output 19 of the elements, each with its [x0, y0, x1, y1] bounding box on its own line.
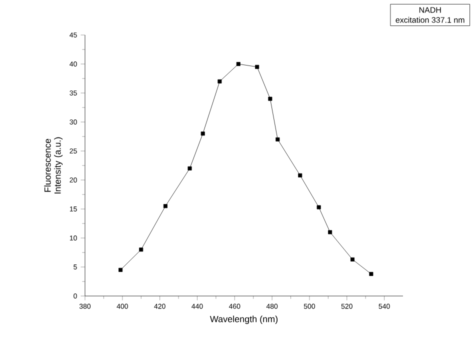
text: excitation 337.1 nm [396, 16, 464, 23]
point [298, 173, 302, 178]
point [218, 79, 222, 84]
point [188, 166, 192, 170]
point [118, 268, 123, 272]
point [328, 230, 332, 234]
point [139, 248, 144, 252]
point [369, 272, 374, 276]
point [276, 137, 280, 142]
point [268, 96, 272, 101]
point [255, 64, 260, 69]
x-axis-title: Wavelength (nm) [210, 316, 278, 324]
text: NADH [419, 7, 441, 13]
point [236, 62, 240, 66]
point [350, 257, 354, 262]
point [163, 204, 168, 208]
point [200, 132, 205, 136]
point [316, 205, 321, 210]
y-axis-title: Fluorescence Intensity (a.u.) [44, 137, 63, 194]
